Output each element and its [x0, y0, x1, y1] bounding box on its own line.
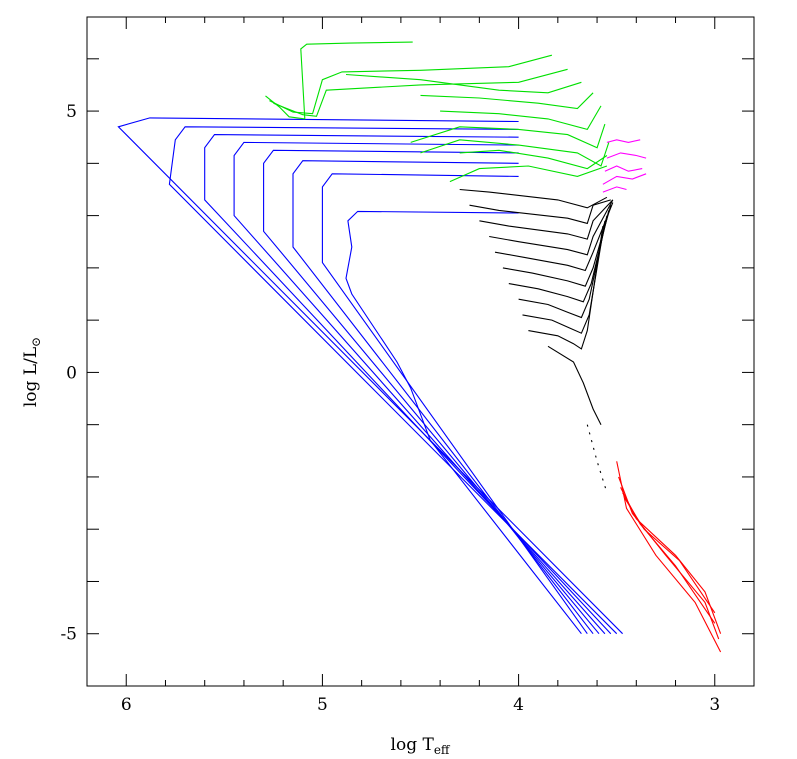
track-line — [459, 188, 608, 209]
track-line — [269, 54, 553, 115]
x-axis-label: log Teff — [391, 735, 451, 757]
track-line — [528, 226, 604, 350]
track-line — [586, 424, 608, 493]
track-line — [117, 117, 623, 635]
x-tick-label: 4 — [513, 695, 524, 715]
track-line — [420, 92, 594, 110]
track-line — [345, 210, 582, 635]
x-tick-label: 3 — [709, 695, 720, 715]
x-label-sub: eff — [434, 743, 451, 757]
track-line — [345, 73, 582, 94]
track-line — [547, 345, 602, 425]
x-tick-label: 6 — [121, 695, 132, 715]
y-tick-label: -5 — [60, 625, 77, 645]
track-line — [518, 215, 608, 319]
y-tick-label: 5 — [66, 102, 77, 122]
track-line — [459, 149, 608, 170]
track-line — [479, 199, 614, 240]
y-axis-label: log L/L⊙ — [21, 337, 43, 407]
track-line — [489, 199, 614, 256]
track-line — [606, 139, 641, 143]
track-line — [273, 68, 568, 117]
y-label-main: log L/L — [21, 347, 41, 407]
track-line — [602, 173, 647, 185]
x-label-main: log T — [391, 735, 435, 755]
track-line — [494, 202, 614, 272]
track-line — [449, 165, 608, 183]
plot-frame — [86, 16, 755, 687]
track-line — [292, 160, 594, 635]
track-line — [604, 165, 643, 172]
track-line — [420, 139, 610, 167]
track-line — [622, 492, 716, 624]
track-line — [602, 186, 627, 193]
track-line — [508, 210, 610, 303]
track-line — [410, 123, 606, 149]
track-line — [168, 126, 618, 635]
track-line — [321, 173, 588, 635]
track-line — [606, 152, 647, 159]
y-label-sub: ⊙ — [29, 337, 43, 347]
track-line — [265, 41, 413, 120]
track-line — [502, 205, 612, 287]
x-tick-label: 5 — [317, 695, 328, 715]
track-line — [616, 461, 722, 653]
track-line — [440, 105, 602, 131]
track-line — [263, 149, 600, 635]
track-line — [469, 199, 611, 225]
track-line — [233, 141, 606, 635]
track-line — [624, 497, 716, 614]
y-tick-label: 0 — [66, 363, 77, 383]
track-line — [204, 134, 612, 635]
